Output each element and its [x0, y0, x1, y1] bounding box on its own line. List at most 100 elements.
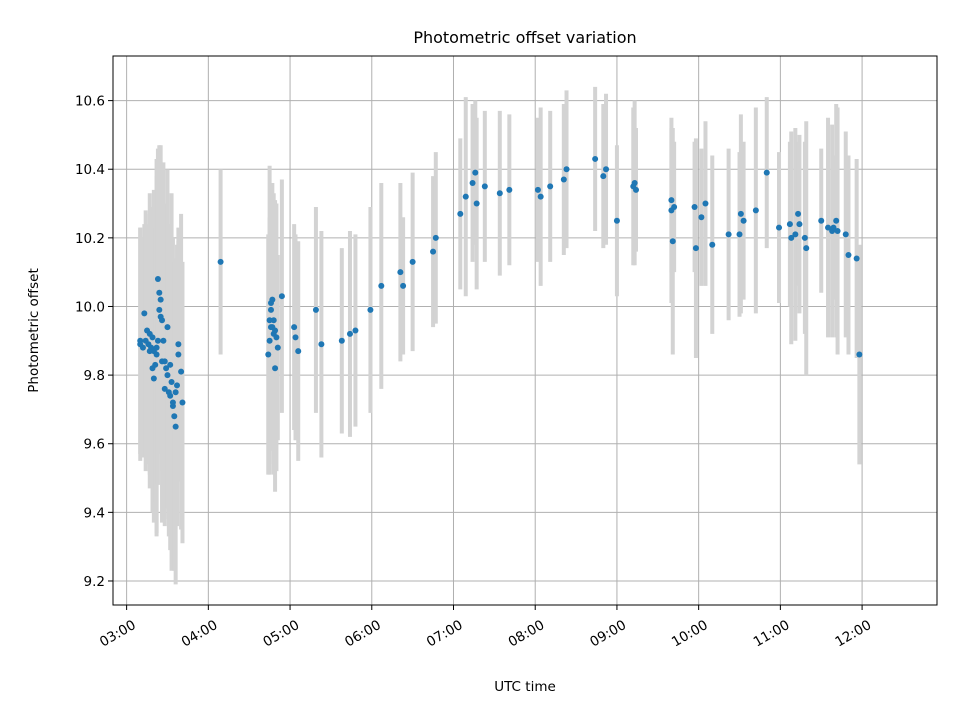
data-point: [154, 276, 161, 283]
data-point: [161, 385, 168, 392]
y-tick-label: 9.8: [84, 368, 105, 384]
data-point: [853, 255, 860, 262]
data-points: [137, 155, 863, 430]
y-tick-label: 10.2: [75, 231, 105, 247]
data-point: [159, 317, 166, 324]
data-point: [818, 217, 825, 224]
data-point: [139, 344, 146, 351]
data-point: [172, 389, 179, 396]
data-point: [776, 224, 783, 231]
data-point: [834, 227, 841, 234]
data-point: [269, 296, 276, 303]
data-point: [795, 210, 802, 217]
data-point: [164, 372, 171, 379]
data-point: [167, 392, 174, 399]
data-point: [560, 176, 567, 183]
plot-frame: [112, 55, 938, 606]
data-point: [603, 166, 610, 173]
data-point: [737, 210, 744, 217]
data-point: [537, 193, 544, 200]
y-axis-label: Photometric offset: [26, 268, 42, 392]
data-point: [168, 378, 175, 385]
y-tick-label: 10.4: [75, 162, 105, 178]
data-point: [272, 365, 279, 372]
data-point: [469, 179, 476, 186]
data-point: [273, 334, 280, 341]
y-tick-label: 9.2: [84, 574, 105, 590]
data-point: [613, 217, 620, 224]
y-tick-label: 9.4: [84, 505, 105, 521]
y-tick-label: 10.0: [75, 299, 105, 315]
data-point: [291, 324, 298, 331]
data-point: [600, 173, 607, 180]
data-point: [267, 306, 274, 313]
data-point: [217, 258, 224, 265]
data-point: [786, 221, 793, 228]
data-point: [160, 337, 167, 344]
data-point: [156, 289, 163, 296]
x-axis-label: UTC time: [494, 679, 556, 695]
data-point: [274, 344, 281, 351]
data-point: [164, 324, 171, 331]
data-point: [669, 238, 676, 245]
data-point: [842, 231, 849, 238]
data-point: [141, 310, 148, 317]
data-point: [346, 330, 353, 337]
data-point: [169, 402, 176, 409]
data-point: [175, 351, 182, 358]
data-point: [154, 337, 161, 344]
data-point: [161, 358, 168, 365]
data-point: [265, 351, 272, 358]
data-point: [631, 179, 638, 186]
data-point: [496, 190, 503, 197]
data-point: [149, 334, 156, 341]
data-point: [179, 399, 186, 406]
data-point: [400, 282, 407, 289]
data-point: [506, 186, 513, 193]
data-point: [830, 224, 837, 231]
data-point: [845, 252, 852, 259]
y-tick-label: 10.6: [75, 94, 105, 110]
data-point: [156, 306, 163, 313]
data-point: [292, 334, 299, 341]
data-point: [409, 258, 416, 265]
data-point: [801, 234, 808, 241]
data-point: [691, 203, 698, 210]
data-point: [736, 231, 743, 238]
data-point: [462, 193, 469, 200]
data-point: [668, 197, 675, 204]
data-point: [266, 337, 273, 344]
data-point: [152, 361, 159, 368]
data-point: [430, 248, 437, 255]
data-point: [547, 183, 554, 190]
data-point: [709, 241, 716, 248]
data-point: [178, 368, 185, 375]
data-point: [472, 169, 479, 176]
data-point: [318, 341, 325, 348]
data-point: [752, 207, 759, 214]
data-point: [534, 186, 541, 193]
data-point: [172, 423, 179, 430]
data-point: [270, 317, 277, 324]
data-point: [763, 169, 770, 176]
data-point: [171, 413, 178, 420]
data-point: [833, 217, 840, 224]
data-point: [633, 186, 640, 193]
data-point: [432, 234, 439, 241]
data-point: [563, 166, 570, 173]
data-point: [157, 296, 164, 303]
data-point: [367, 306, 374, 313]
data-point: [312, 306, 319, 313]
data-point: [167, 361, 174, 368]
data-point: [153, 351, 160, 358]
data-point: [175, 341, 182, 348]
data-point: [796, 221, 803, 228]
data-point: [278, 293, 285, 300]
data-point: [457, 210, 464, 217]
data-point: [150, 375, 157, 382]
data-point: [481, 183, 488, 190]
data-point: [788, 234, 795, 241]
data-point: [825, 224, 832, 231]
data-point: [792, 231, 799, 238]
